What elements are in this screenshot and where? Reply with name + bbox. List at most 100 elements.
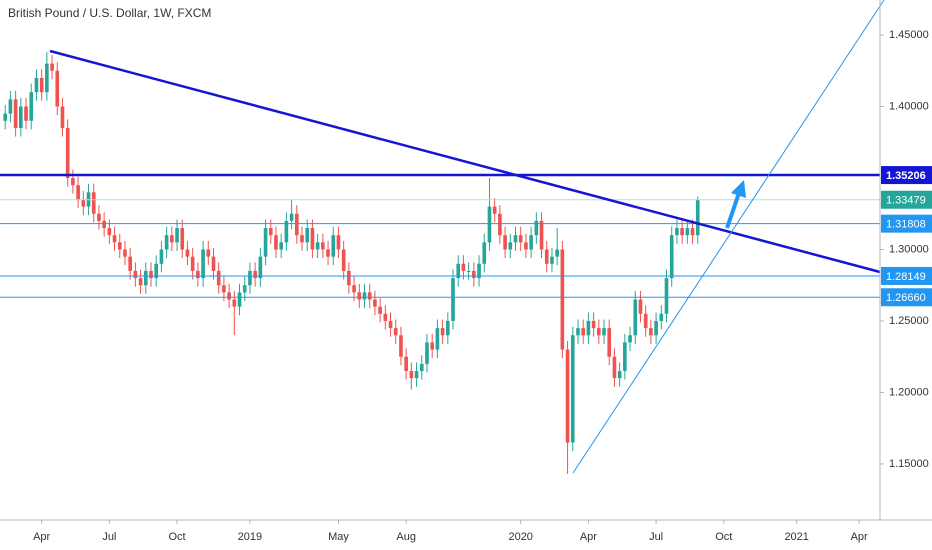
candle-body xyxy=(518,235,523,243)
candle-body xyxy=(404,356,408,372)
candle-body xyxy=(185,249,190,257)
candle-body xyxy=(258,256,263,279)
arrow-shaft xyxy=(725,192,741,229)
candle-body xyxy=(581,328,586,336)
candle-body xyxy=(39,77,44,93)
candle-body xyxy=(232,299,237,307)
candle-body xyxy=(378,306,382,314)
y-tick-label: 1.40000 xyxy=(889,100,929,112)
candles xyxy=(3,52,700,474)
x-tick-label: Oct xyxy=(715,531,732,543)
candle-body xyxy=(170,235,174,243)
x-tick-label: 2019 xyxy=(238,531,262,543)
candle-body xyxy=(638,299,643,314)
arrow-head xyxy=(731,180,746,198)
candle-body xyxy=(513,235,518,243)
candle-body xyxy=(34,77,39,93)
candle-body xyxy=(586,320,591,336)
x-tick-label: Jul xyxy=(649,531,663,543)
price-label-box xyxy=(881,166,932,185)
candle-body xyxy=(680,228,684,236)
candle-body xyxy=(419,363,424,372)
candle-body xyxy=(596,328,601,336)
candle-body xyxy=(362,292,367,300)
candle-body xyxy=(227,292,231,300)
candle-body xyxy=(617,371,622,379)
candle-body xyxy=(310,228,315,250)
x-tick-label: Apr xyxy=(33,531,50,543)
candle-body xyxy=(383,313,388,321)
candle-body xyxy=(201,249,205,279)
candle-body xyxy=(50,63,54,71)
candle-body xyxy=(117,242,122,250)
candle-body xyxy=(357,292,362,300)
price-label: 1.31808 xyxy=(886,219,926,231)
candle-body xyxy=(388,320,393,329)
candle-body xyxy=(435,328,440,350)
price-label: 1.26660 xyxy=(886,292,926,304)
price-label-box xyxy=(881,266,932,285)
candle-body xyxy=(659,313,664,321)
candle-body xyxy=(445,320,450,336)
price-label: 1.28149 xyxy=(886,271,926,283)
candle-body xyxy=(55,70,60,107)
candle-body xyxy=(409,371,414,379)
candle-body xyxy=(612,356,617,379)
y-tick-label: 1.45000 xyxy=(889,29,929,41)
trend-line-up xyxy=(572,0,885,474)
candle-body xyxy=(373,299,377,307)
candle-body xyxy=(294,213,299,236)
candle-body xyxy=(190,256,195,271)
candle-body xyxy=(466,270,471,272)
y-tick-label: 1.30000 xyxy=(889,243,929,255)
candle-body xyxy=(237,292,242,307)
candle-body xyxy=(71,178,75,186)
candle-body xyxy=(97,213,101,221)
candle-body xyxy=(268,228,273,236)
candle-body xyxy=(669,235,674,279)
candle-body xyxy=(487,206,492,243)
candle-body xyxy=(149,270,153,279)
candle-body xyxy=(216,270,221,286)
candle-body xyxy=(336,235,341,250)
candle-body xyxy=(13,99,18,128)
candle-body xyxy=(65,127,70,179)
candle-body xyxy=(143,270,148,286)
candle-body xyxy=(284,220,289,243)
x-tick-label: May xyxy=(328,531,349,543)
candle-body xyxy=(289,213,294,221)
candle-body xyxy=(196,270,200,279)
candle-body xyxy=(555,249,559,257)
x-tick-label: Apr xyxy=(580,531,597,543)
candle-body xyxy=(690,228,695,236)
candle-body xyxy=(133,270,138,279)
chart-title: British Pound / U.S. Dollar, 1W, FXCM xyxy=(8,6,211,20)
arrow xyxy=(725,180,746,229)
candle-body xyxy=(440,328,445,336)
candle-body xyxy=(643,313,648,329)
candle-body xyxy=(649,328,653,336)
axes: 1.450001.400001.350001.300001.250001.200… xyxy=(33,29,932,543)
candle-body xyxy=(482,242,487,264)
candle-body xyxy=(456,263,461,279)
candle-body xyxy=(321,242,325,250)
candle-body xyxy=(206,249,211,257)
candle-body xyxy=(602,328,606,336)
candle-body xyxy=(45,63,49,93)
candle-body xyxy=(175,228,179,243)
candle-body xyxy=(607,328,612,357)
candle-body xyxy=(331,235,336,257)
x-tick-label: Jul xyxy=(102,531,116,543)
candle-body xyxy=(263,228,268,257)
candle-body xyxy=(695,199,700,236)
y-tick-label: 1.20000 xyxy=(889,386,929,398)
candle-body xyxy=(253,270,257,279)
candle-body xyxy=(274,235,278,250)
price-lines xyxy=(0,173,880,298)
candle-body xyxy=(112,235,117,243)
price-label-box xyxy=(881,288,932,307)
trend-line-down xyxy=(49,49,881,274)
price-label-box xyxy=(881,190,932,209)
